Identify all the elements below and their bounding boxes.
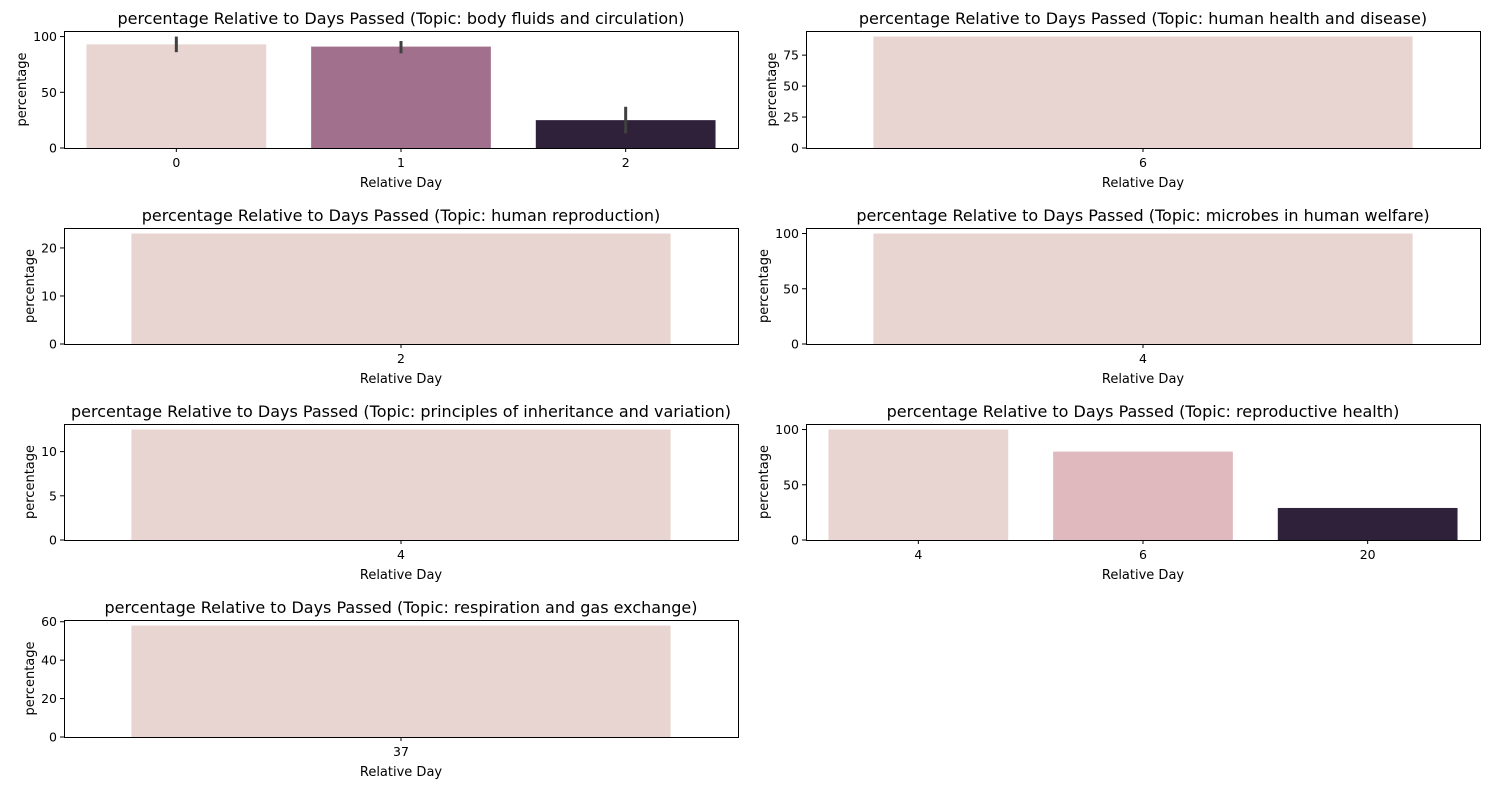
chart-title: percentage Relative to Days Passed (Topi… xyxy=(105,598,698,617)
y-axis-label: percentage xyxy=(765,52,780,126)
chart-panel-7: 37 0 20 40 60 percentage Relative to Days Pas… xyxy=(23,598,739,780)
bar-4 xyxy=(828,429,1009,540)
y-tick-label-10: 10 xyxy=(41,444,57,459)
y-tick-label-60: 60 xyxy=(41,614,57,629)
x-tick-label-37: 37 xyxy=(393,744,409,759)
y-tick-label-0: 0 xyxy=(791,533,799,548)
y-tick-label-75: 75 xyxy=(783,48,799,63)
y-tick-label-20: 20 xyxy=(41,691,57,706)
bar-0 xyxy=(86,44,267,149)
y-tick-label-50: 50 xyxy=(41,85,57,100)
chart-title: percentage Relative to Days Passed (Topi… xyxy=(71,402,731,421)
y-axis-label: percentage xyxy=(23,249,38,323)
x-tick-label-1: 1 xyxy=(397,155,405,170)
y-axis-label: percentage xyxy=(15,52,30,126)
bar-20 xyxy=(1277,507,1458,540)
x-tick-label-4: 4 xyxy=(1139,351,1147,366)
x-axis-label: Relative Day xyxy=(1102,568,1185,583)
x-tick-label-0: 0 xyxy=(172,155,180,170)
bar-4 xyxy=(873,233,1413,344)
y-axis-label: percentage xyxy=(23,445,38,519)
chart-title: percentage Relative to Days Passed (Topi… xyxy=(887,402,1400,421)
bar-37 xyxy=(131,625,671,737)
x-axis-label: Relative Day xyxy=(360,176,443,191)
y-tick-label-0: 0 xyxy=(791,141,799,156)
x-axis-label: Relative Day xyxy=(1102,176,1185,191)
y-axis-label: percentage xyxy=(23,641,38,715)
x-tick-label-6: 6 xyxy=(1139,155,1147,170)
y-tick-label-0: 0 xyxy=(49,141,57,156)
chart-panel-4: 4 0 50 100 percentage Relative to Days Passe… xyxy=(757,206,1481,387)
y-tick-label-100: 100 xyxy=(775,422,799,437)
bar-2 xyxy=(131,233,671,344)
chart-panel-5: 4 0 5 10 percentage Relative to Days Passed … xyxy=(23,402,739,583)
chart-title: percentage Relative to Days Passed (Topi… xyxy=(859,9,1427,28)
x-tick-label-6: 6 xyxy=(1139,547,1147,562)
bar-4 xyxy=(131,429,671,540)
y-tick-label-0: 0 xyxy=(49,730,57,745)
x-axis-label: Relative Day xyxy=(360,765,443,780)
y-tick-label-50: 50 xyxy=(783,281,799,296)
bar-6 xyxy=(1053,451,1233,540)
chart-panel-6: 4 6 20 0 50 100 percentage Relative to Days Pa… xyxy=(757,402,1481,583)
x-tick-label-4: 4 xyxy=(397,547,405,562)
y-tick-label-10: 10 xyxy=(41,288,57,303)
chart-title: percentage Relative to Days Passed (Topi… xyxy=(142,206,661,225)
y-tick-label-50: 50 xyxy=(783,79,799,94)
chart-title: percentage Relative to Days Passed (Topi… xyxy=(117,9,684,28)
y-tick-label-0: 0 xyxy=(49,337,57,352)
y-axis-label: percentage xyxy=(757,445,772,519)
y-tick-label-100: 100 xyxy=(33,29,57,44)
bar-6 xyxy=(873,36,1413,148)
y-tick-label-50: 50 xyxy=(783,477,799,492)
y-axis-label: percentage xyxy=(757,249,772,323)
bar-1 xyxy=(311,46,491,148)
x-axis-label: Relative Day xyxy=(1102,372,1185,387)
chart-title: percentage Relative to Days Passed (Topi… xyxy=(856,206,1429,225)
x-tick-label-20: 20 xyxy=(1360,547,1376,562)
y-tick-label-40: 40 xyxy=(41,653,57,668)
y-tick-label-20: 20 xyxy=(41,240,57,255)
x-axis-label: Relative Day xyxy=(360,568,443,583)
x-axis-label: Relative Day xyxy=(360,372,443,387)
y-tick-label-100: 100 xyxy=(775,226,799,241)
y-tick-label-25: 25 xyxy=(783,110,799,125)
x-tick-label-2: 2 xyxy=(397,351,405,366)
chart-panel-1: 0 1 2 0 50 100 percentage Relative to Days Pas… xyxy=(15,9,739,191)
y-tick-label-0: 0 xyxy=(791,337,799,352)
x-tick-label-2: 2 xyxy=(622,155,630,170)
y-tick-label-0: 0 xyxy=(49,533,57,548)
chart-panel-2: 6 0 25 50 75 percentage Relative to Days Pass… xyxy=(765,9,1481,191)
x-tick-label-4: 4 xyxy=(914,547,922,562)
y-tick-label-5: 5 xyxy=(49,488,57,503)
